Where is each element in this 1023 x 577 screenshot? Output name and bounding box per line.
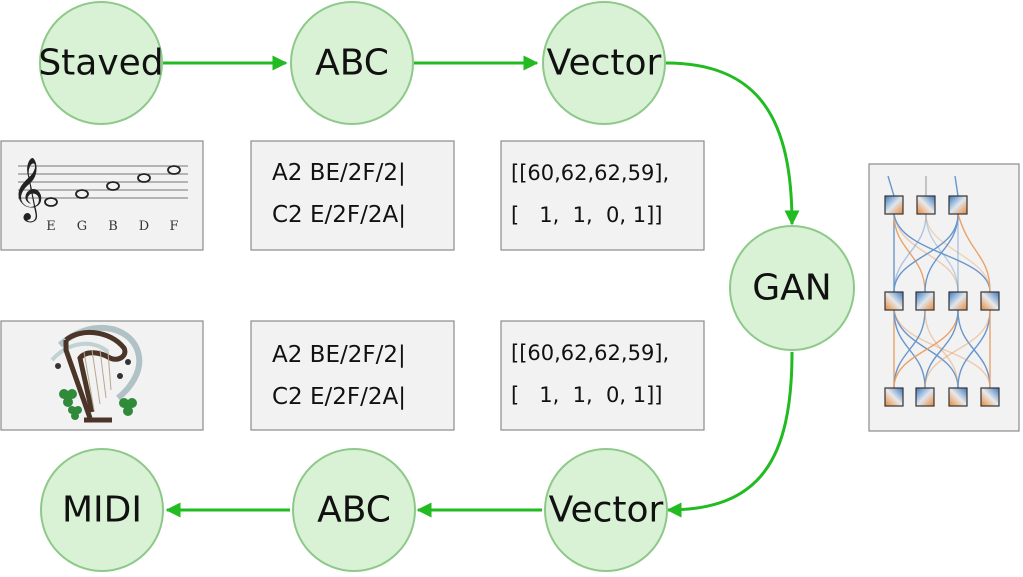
staff-note-label: G — [77, 219, 87, 234]
node-abc-top: ABC — [290, 1, 414, 125]
neuron-icon — [916, 195, 936, 215]
vector-bottom-line-1: [[60,62,62,59], — [511, 341, 669, 365]
neuron-icon — [980, 291, 1000, 311]
node-midi: MIDI — [40, 448, 164, 572]
abc-bottom-line-2: C2 E/2F/2A| — [272, 384, 406, 410]
node-staved-label: Staved — [38, 43, 163, 84]
vector-top-line-1: [[60,62,62,59], — [511, 161, 669, 185]
note-e — [44, 197, 58, 207]
node-vector-top-label: Vector — [547, 43, 662, 84]
abc-top-box: A2 BE/2F/2| C2 E/2F/2A| — [250, 140, 455, 251]
neuron-icon — [915, 291, 935, 311]
shamrock-icon — [59, 389, 137, 420]
neuron-icon — [948, 195, 968, 215]
neural-network-icon — [884, 175, 1000, 407]
staff-box: 𝄞 E G B D F — [0, 140, 204, 251]
node-gan-label: GAN — [752, 268, 831, 309]
edge-vector-gan — [665, 61, 800, 226]
abc-top-line-1: A2 BE/2F/2| — [272, 160, 406, 186]
note-g — [75, 189, 89, 199]
neuron-icon — [884, 387, 904, 407]
node-vector-top: Vector — [542, 1, 666, 125]
node-midi-label: MIDI — [62, 490, 142, 531]
vector-bottom-line-2: [ 1, 1, 0, 1]] — [511, 383, 662, 407]
node-staved: Staved — [38, 1, 164, 125]
note-b — [106, 181, 120, 191]
network-box — [868, 163, 1020, 432]
node-vector-bottom-label: Vector — [549, 490, 664, 531]
staff-note-label: B — [108, 219, 118, 234]
celtic-harp-icon — [50, 324, 143, 423]
staff-note-label: F — [169, 219, 178, 234]
vector-top-line-2: [ 1, 1, 0, 1]] — [511, 203, 662, 227]
abc-top-line-2: C2 E/2F/2A| — [272, 202, 406, 228]
vector-top-box: [[60,62,62,59], [ 1, 1, 0, 1]] — [500, 140, 705, 251]
neuron-icon — [948, 291, 968, 311]
abc-bottom-line-1: A2 BE/2F/2| — [272, 342, 406, 368]
neuron-icon — [915, 387, 935, 407]
neuron-icon — [948, 387, 968, 407]
abc-bottom-box: A2 BE/2F/2| C2 E/2F/2A| — [250, 320, 455, 431]
vector-bottom-box: [[60,62,62,59], [ 1, 1, 0, 1]] — [500, 320, 705, 431]
treble-clef-icon: 𝄞 — [12, 157, 44, 223]
harp-box — [0, 320, 204, 431]
neuron-icon — [884, 195, 904, 215]
staff-note-label: E — [46, 219, 56, 234]
music-staff-icon: 𝄞 — [12, 157, 188, 223]
neuron-icon — [980, 387, 1000, 407]
node-gan: GAN — [729, 225, 855, 351]
node-abc-top-label: ABC — [315, 43, 389, 84]
node-abc-bottom-label: ABC — [317, 490, 391, 531]
note-f — [167, 165, 181, 175]
neuron-icon — [884, 291, 904, 311]
note-d — [137, 173, 151, 183]
edge-gan-vector — [666, 351, 794, 518]
node-vector-bottom: Vector — [544, 448, 668, 572]
node-abc-bottom: ABC — [292, 448, 416, 572]
staff-note-label: D — [139, 219, 149, 234]
